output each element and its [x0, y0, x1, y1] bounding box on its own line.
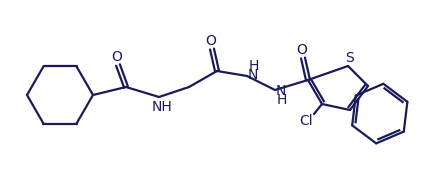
Text: H: H — [249, 59, 259, 73]
Text: H: H — [277, 93, 287, 107]
Text: NH: NH — [152, 100, 172, 114]
Text: N: N — [248, 68, 259, 82]
Text: O: O — [297, 43, 308, 57]
Text: S: S — [346, 51, 354, 65]
Text: O: O — [206, 34, 217, 48]
Text: O: O — [111, 50, 122, 64]
Text: N: N — [276, 84, 286, 98]
Text: Cl: Cl — [299, 114, 313, 128]
